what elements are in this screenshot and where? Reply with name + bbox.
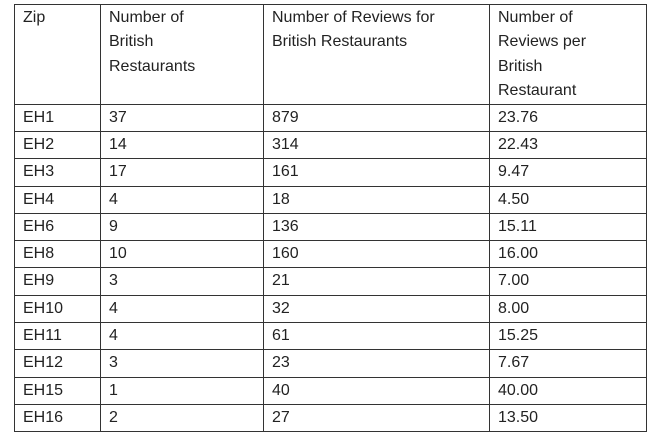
cell-restaurant-count: 10 [100, 240, 264, 269]
cell-review-count: 18 [263, 185, 490, 214]
cell-restaurant-count: 3 [100, 349, 264, 378]
table-row: EH8 10 160 16.00 [14, 240, 647, 269]
header-line: Restaurant [498, 82, 577, 100]
cell-review-count: 879 [263, 103, 490, 132]
cell-reviews-per-restaurant: 8.00 [489, 294, 647, 324]
table-row: EH2 14 314 22.43 [14, 130, 647, 160]
cell-zip: EH10 [14, 294, 101, 324]
cell-zip: EH1 [14, 103, 101, 132]
cell-reviews-per-restaurant: 7.67 [489, 349, 647, 378]
cell-reviews-per-restaurant: 9.47 [489, 158, 647, 187]
cell-zip: EH11 [14, 321, 101, 351]
cell-review-count: 136 [263, 212, 490, 242]
cell-restaurant-count: 3 [100, 267, 264, 296]
cell-restaurant-count: 9 [100, 212, 264, 242]
cell-review-count: 161 [263, 158, 490, 187]
cell-reviews-per-restaurant: 23.76 [489, 103, 647, 132]
cell-reviews-per-restaurant: 16.00 [489, 240, 647, 269]
cell-zip: EH9 [14, 267, 101, 296]
table-row: EH16 2 27 13.50 [14, 403, 647, 433]
cell-review-count: 61 [263, 321, 490, 351]
cell-restaurant-count: 37 [100, 103, 264, 132]
cell-review-count: 27 [263, 403, 490, 433]
table-row: EH10 4 32 8.00 [14, 294, 647, 324]
cell-restaurant-count: 2 [100, 403, 264, 433]
table-row: EH6 9 136 15.11 [14, 212, 647, 242]
cell-review-count: 40 [263, 376, 490, 405]
header-line: Restaurants [109, 57, 196, 75]
header-line: Number of Reviews for [272, 9, 435, 26]
cell-review-count: 23 [263, 349, 490, 378]
header-line: Number of [109, 9, 184, 26]
cell-reviews-per-restaurant: 15.11 [489, 212, 647, 242]
cell-reviews-per-restaurant: 7.00 [489, 267, 647, 296]
header-row: Zip Number of British Restaurants Number… [14, 4, 647, 105]
cell-restaurant-count: 14 [100, 130, 264, 160]
cell-restaurant-count: 4 [100, 185, 264, 214]
header-review-count: Number of Reviews for British Restaurant… [263, 4, 490, 105]
cell-zip: EH16 [14, 403, 101, 433]
cell-zip: EH2 [14, 130, 101, 160]
cell-reviews-per-restaurant: 4.50 [489, 185, 647, 214]
table-row: EH12 3 23 7.67 [14, 349, 647, 378]
table-row: EH9 3 21 7.00 [14, 267, 647, 296]
header-line: British [498, 57, 543, 75]
header-zip-line: Zip [23, 9, 46, 26]
table-row: EH4 4 18 4.50 [14, 185, 647, 214]
british-restaurants-table: Zip Number of British Restaurants Number… [14, 4, 647, 433]
table-row: EH1 37 879 23.76 [14, 103, 647, 132]
table-row: EH15 1 40 40.00 [14, 376, 647, 405]
cell-zip: EH8 [14, 240, 101, 269]
cell-restaurant-count: 4 [100, 321, 264, 351]
cell-zip: EH15 [14, 376, 101, 405]
cell-zip: EH6 [14, 212, 101, 242]
table-row: EH3 17 161 9.47 [14, 158, 647, 187]
header-line: British Restaurants [272, 33, 408, 51]
cell-restaurant-count: 4 [100, 294, 264, 324]
header-line: Number of [498, 9, 573, 26]
cell-restaurant-count: 1 [100, 376, 264, 405]
cell-review-count: 314 [263, 130, 490, 160]
cell-reviews-per-restaurant: 40.00 [489, 376, 647, 405]
cell-zip: EH3 [14, 158, 101, 187]
cell-reviews-per-restaurant: 15.25 [489, 321, 647, 351]
cell-zip: EH4 [14, 185, 101, 214]
header-line: British [109, 33, 154, 51]
cell-review-count: 160 [263, 240, 490, 269]
cell-restaurant-count: 17 [100, 158, 264, 187]
cell-review-count: 21 [263, 267, 490, 296]
table-row: EH11 4 61 15.25 [14, 321, 647, 351]
cell-reviews-per-restaurant: 22.43 [489, 130, 647, 160]
cell-zip: EH12 [14, 349, 101, 378]
header-line: Reviews per [498, 33, 587, 51]
cell-review-count: 32 [263, 294, 490, 324]
cell-reviews-per-restaurant: 13.50 [489, 403, 647, 433]
header-zip: Zip [14, 4, 101, 105]
header-restaurant-count: Number of British Restaurants [100, 4, 264, 105]
header-reviews-per-restaurant: Number of Reviews per British Restaurant [489, 4, 647, 105]
